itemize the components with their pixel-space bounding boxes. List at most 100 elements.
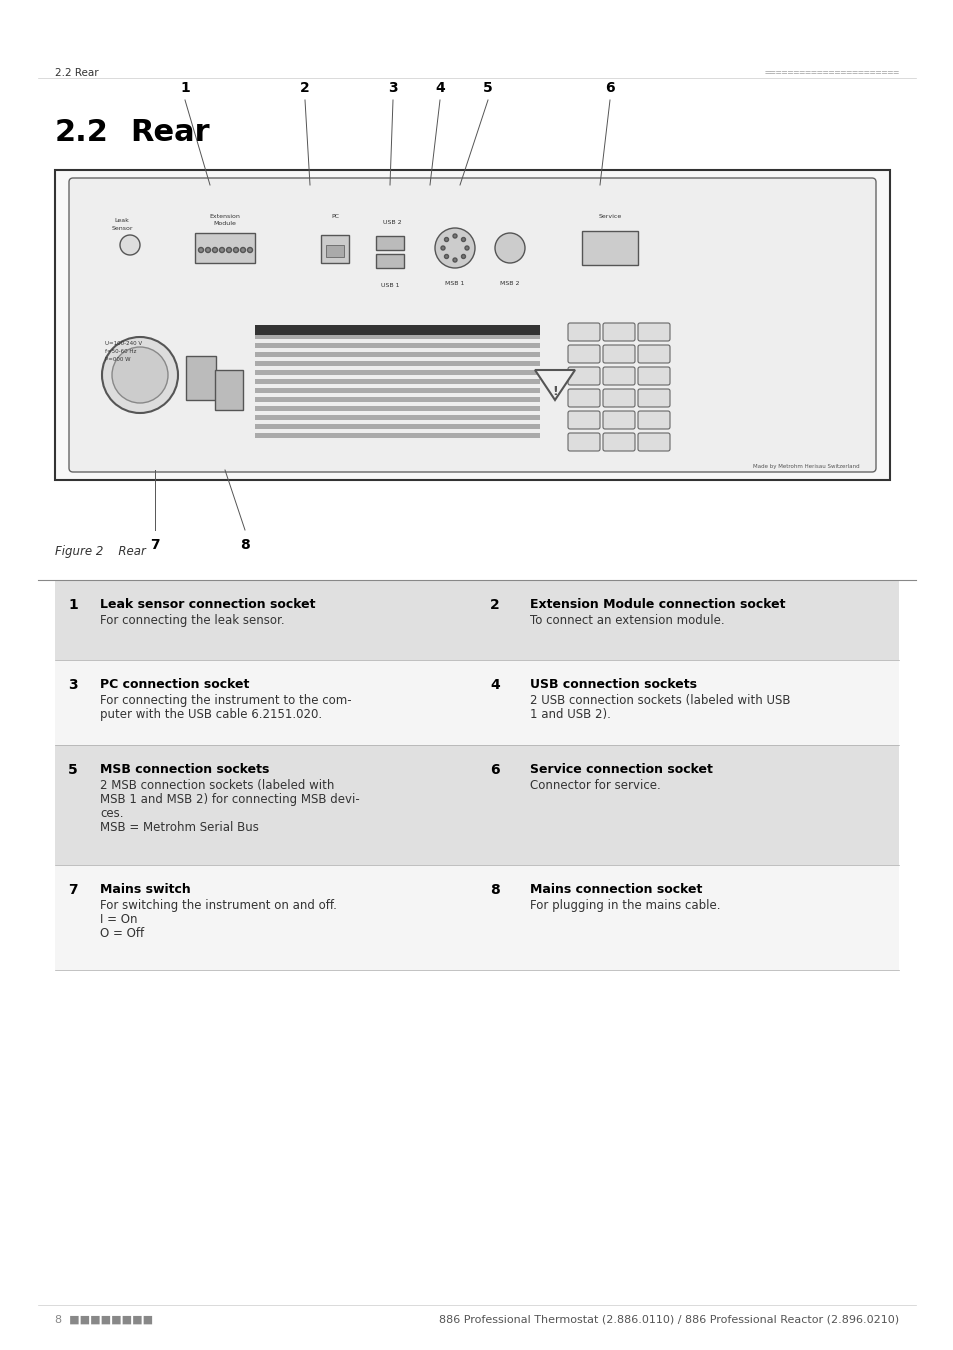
FancyBboxPatch shape	[567, 410, 599, 429]
Text: 3: 3	[388, 81, 397, 95]
FancyBboxPatch shape	[567, 323, 599, 342]
FancyBboxPatch shape	[567, 346, 599, 363]
Circle shape	[102, 338, 178, 413]
Circle shape	[464, 246, 469, 250]
Text: Mains switch: Mains switch	[100, 883, 191, 896]
Bar	[194, 234, 254, 263]
Text: For connecting the leak sensor.: For connecting the leak sensor.	[100, 614, 284, 626]
Text: For plugging in the mains cable.: For plugging in the mains cable.	[530, 899, 720, 913]
Text: Leak sensor connection socket: Leak sensor connection socket	[100, 598, 315, 612]
Text: 4: 4	[490, 678, 499, 693]
Bar	[55, 170, 889, 481]
Text: 7: 7	[150, 539, 160, 552]
Bar	[55, 660, 476, 745]
Text: 3: 3	[68, 678, 77, 693]
FancyBboxPatch shape	[602, 323, 635, 342]
Circle shape	[213, 247, 217, 252]
Bar	[254, 379, 539, 383]
Bar	[254, 360, 539, 366]
Text: Rear: Rear	[130, 117, 210, 147]
Bar	[254, 433, 539, 437]
FancyBboxPatch shape	[567, 367, 599, 385]
Text: USB 2: USB 2	[382, 220, 401, 225]
Bar	[320, 235, 349, 263]
Text: 1: 1	[180, 81, 190, 95]
Text: 8: 8	[240, 539, 250, 552]
Bar	[375, 254, 403, 269]
Text: Extension: Extension	[210, 215, 240, 219]
Text: 8: 8	[490, 883, 499, 896]
Bar	[55, 580, 476, 660]
Bar	[326, 244, 344, 256]
FancyBboxPatch shape	[567, 433, 599, 451]
Bar	[254, 333, 539, 339]
Bar	[476, 660, 898, 745]
Bar	[476, 580, 898, 660]
Text: MSB = Metrohm Serial Bus: MSB = Metrohm Serial Bus	[100, 821, 258, 834]
Bar	[476, 865, 898, 971]
Text: USB connection sockets: USB connection sockets	[530, 678, 697, 691]
Text: I = On: I = On	[100, 913, 137, 926]
Text: MSB 1: MSB 1	[445, 281, 464, 286]
Circle shape	[495, 234, 524, 263]
Circle shape	[444, 238, 448, 242]
Bar	[254, 387, 539, 393]
Circle shape	[120, 235, 140, 255]
Bar	[254, 406, 539, 410]
FancyBboxPatch shape	[638, 323, 669, 342]
Text: 6: 6	[604, 81, 614, 95]
Text: 8  ■■■■■■■■: 8 ■■■■■■■■	[55, 1315, 153, 1324]
Text: Service: Service	[598, 215, 621, 219]
FancyBboxPatch shape	[638, 410, 669, 429]
Circle shape	[205, 247, 211, 252]
FancyBboxPatch shape	[638, 367, 669, 385]
Circle shape	[461, 255, 465, 258]
FancyBboxPatch shape	[602, 410, 635, 429]
Text: P=000 W: P=000 W	[105, 356, 131, 362]
FancyBboxPatch shape	[567, 389, 599, 406]
Bar	[55, 745, 476, 865]
Text: Extension Module connection socket: Extension Module connection socket	[530, 598, 784, 612]
Circle shape	[112, 347, 168, 404]
Text: 7: 7	[68, 883, 77, 896]
Bar	[254, 325, 539, 335]
Bar	[254, 424, 539, 429]
Text: PC: PC	[331, 215, 338, 219]
FancyBboxPatch shape	[602, 367, 635, 385]
Circle shape	[453, 258, 456, 262]
Circle shape	[247, 247, 253, 252]
Text: O = Off: O = Off	[100, 927, 144, 940]
Text: Sensor: Sensor	[112, 225, 132, 231]
Bar	[476, 745, 898, 865]
FancyBboxPatch shape	[602, 346, 635, 363]
Text: 2 USB connection sockets (labeled with USB: 2 USB connection sockets (labeled with U…	[530, 694, 790, 707]
Text: 4: 4	[435, 81, 444, 95]
Bar	[254, 352, 539, 356]
Text: MSB 2: MSB 2	[499, 281, 519, 286]
Bar	[254, 325, 539, 329]
Text: 6: 6	[490, 763, 499, 778]
Text: Mains connection socket: Mains connection socket	[530, 883, 701, 896]
FancyBboxPatch shape	[638, 346, 669, 363]
Circle shape	[440, 246, 444, 250]
Text: 1: 1	[68, 598, 77, 612]
FancyBboxPatch shape	[69, 178, 875, 472]
Bar	[254, 343, 539, 348]
Text: ces.: ces.	[100, 807, 123, 819]
Bar	[254, 397, 539, 402]
Text: Figure 2    Rear: Figure 2 Rear	[55, 545, 146, 558]
Text: USB 1: USB 1	[380, 284, 399, 288]
Circle shape	[435, 228, 475, 269]
Text: For connecting the instrument to the com-: For connecting the instrument to the com…	[100, 694, 352, 707]
Text: For switching the instrument on and off.: For switching the instrument on and off.	[100, 899, 336, 913]
Text: MSB 1 and MSB 2) for connecting MSB devi-: MSB 1 and MSB 2) for connecting MSB devi…	[100, 792, 359, 806]
FancyBboxPatch shape	[602, 433, 635, 451]
Text: To connect an extension module.: To connect an extension module.	[530, 614, 724, 626]
Bar	[186, 356, 215, 400]
Text: 1 and USB 2).: 1 and USB 2).	[530, 707, 610, 721]
Text: f=50-60 Hz: f=50-60 Hz	[105, 350, 136, 354]
Text: !: !	[552, 386, 558, 398]
Text: 5: 5	[68, 763, 77, 778]
Circle shape	[461, 238, 465, 242]
Bar	[254, 414, 539, 420]
